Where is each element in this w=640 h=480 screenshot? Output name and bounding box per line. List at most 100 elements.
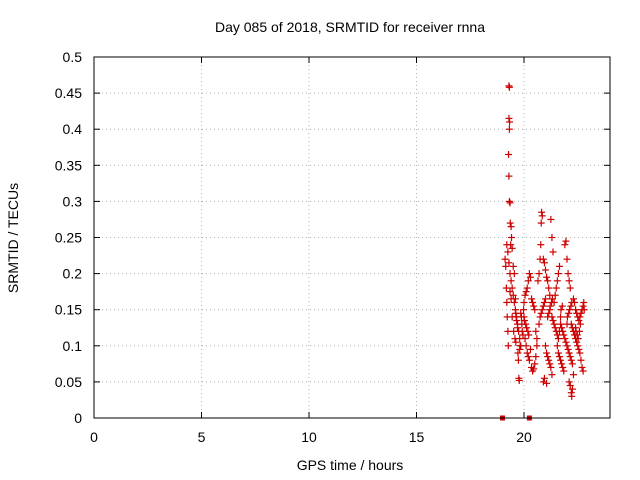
x-tick-label: 15: [409, 429, 425, 445]
data-point: [507, 277, 515, 285]
data-point: [509, 291, 517, 299]
data-point: [538, 212, 546, 220]
y-axis-label: SRMTID / TECUs: [5, 183, 21, 293]
data-point: [546, 302, 554, 310]
data-point: [501, 255, 509, 263]
data-point: [548, 234, 556, 241]
data-point: [538, 208, 546, 216]
data-point: [508, 234, 516, 241]
data-point: [545, 284, 553, 292]
data-point: [575, 345, 583, 353]
data-point: [539, 255, 547, 263]
y-tick-label: 0: [74, 410, 82, 426]
data-point: [564, 270, 572, 278]
data-point: [508, 244, 516, 252]
data-point: [517, 309, 525, 317]
data-point: [577, 356, 585, 364]
y-tick-label: 0.25: [55, 230, 82, 246]
data-point: [514, 349, 522, 357]
data-point: [506, 219, 514, 227]
data-point: [553, 342, 561, 350]
data-point: [565, 378, 573, 386]
y-tick-label: 0.45: [55, 85, 82, 101]
data-point: [576, 320, 584, 328]
data-point: [557, 306, 565, 314]
data-point: [523, 324, 531, 332]
data-point: [575, 317, 583, 325]
data-point: [551, 324, 559, 332]
data-point: [529, 298, 537, 306]
data-point: [564, 345, 572, 353]
data-point: [544, 277, 552, 285]
data-point: [559, 363, 567, 371]
data-point: [569, 295, 577, 303]
chart-title: Day 085 of 2018, SRMTID for receiver rnn…: [215, 19, 485, 35]
data-point: [554, 270, 562, 278]
data-point: [580, 306, 588, 314]
data-point: [575, 327, 583, 335]
data-point: [579, 367, 587, 375]
data-point: [560, 367, 568, 375]
data-point: [568, 392, 576, 400]
data-point: [506, 288, 514, 296]
data-point: [549, 317, 557, 325]
data-point: [568, 385, 576, 393]
data-point: [520, 306, 528, 314]
data-point: [543, 379, 551, 387]
data-point: [537, 219, 545, 227]
data-point: [561, 335, 569, 343]
data-point: [540, 259, 548, 267]
data-point: [508, 284, 516, 292]
data-point: [567, 302, 575, 310]
data-point: [544, 313, 552, 321]
data-point: [549, 248, 557, 256]
data-point: [533, 335, 541, 343]
data-point: [511, 335, 519, 343]
data-point: [535, 320, 543, 328]
data-point: [533, 342, 541, 350]
data-point: [555, 327, 563, 335]
data-point: [507, 223, 515, 231]
x-tick-label: 5: [198, 429, 206, 445]
data-point: [504, 248, 512, 256]
data-point: [568, 360, 576, 368]
data-point: [543, 273, 551, 281]
data-point: [523, 349, 531, 357]
y-tick-label: 0.3: [63, 193, 83, 209]
data-point: [522, 320, 530, 328]
data-point: [524, 327, 532, 335]
data-point: [558, 360, 566, 368]
data-point: [548, 298, 556, 306]
y-tick-label: 0.5: [63, 49, 83, 65]
x-axis-ticks: 0 5 10 15 20: [90, 57, 532, 445]
y-tick-label: 0.35: [55, 157, 82, 173]
data-point: [550, 320, 558, 328]
data-point: [525, 331, 533, 339]
data-point: [530, 365, 538, 373]
grid: [94, 57, 610, 418]
y-tick-label: 0.4: [63, 121, 83, 137]
data-point: [537, 241, 545, 249]
data-point: [579, 302, 587, 310]
data-point: [505, 172, 513, 180]
data-point: [521, 335, 529, 343]
data-point: [531, 306, 539, 314]
data-point: [508, 313, 516, 321]
data-point: [536, 313, 544, 321]
data-point: [557, 320, 565, 328]
data-point: [560, 331, 568, 339]
data-point: [563, 342, 571, 350]
data-point: [509, 262, 517, 270]
data-point: [569, 371, 577, 379]
data-point: [567, 356, 575, 364]
data-point: [538, 306, 546, 314]
data-point: [562, 338, 570, 346]
data-point: [515, 376, 523, 384]
data-point: [505, 197, 513, 205]
data-point: [503, 298, 511, 306]
data-point: [565, 349, 573, 357]
data-point: [505, 114, 513, 122]
data-point: [552, 284, 560, 292]
data-point: [510, 327, 518, 335]
data-point: [523, 284, 531, 292]
